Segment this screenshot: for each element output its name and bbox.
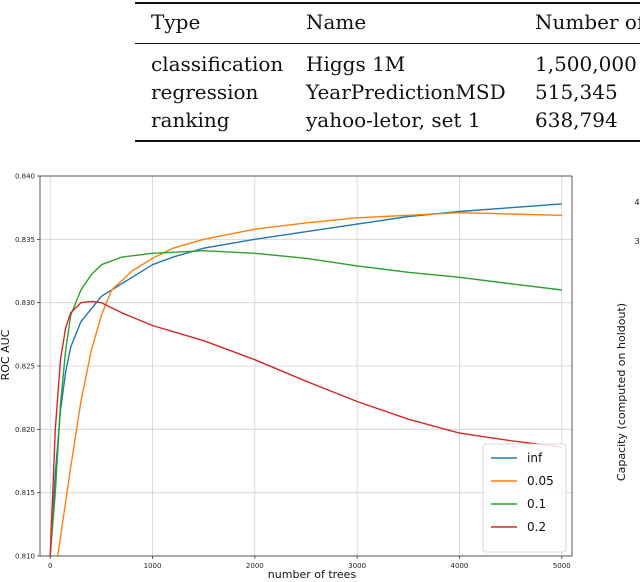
legend-box — [482, 443, 567, 553]
y-tick-label: 0.835 — [15, 236, 35, 244]
series-line-inf — [49, 203, 562, 556]
legend-label: 0.2 — [527, 520, 546, 534]
table-cell: yahoo-letor, set 1 — [306, 108, 481, 132]
tick-label: 4 — [634, 198, 639, 207]
x-tick-label: 1000 — [144, 562, 162, 570]
roc-auc-chart: 0 1000 2000 3000 4000 5000 0.810 0.815 0.820 0.82… — [0, 173, 573, 581]
legend-label: inf — [527, 451, 543, 465]
header-type: Type — [151, 10, 201, 34]
tick-label: 3 — [634, 237, 639, 246]
legend: inf 0.05 0.1 0.2 — [482, 443, 567, 553]
x-tick-label: 0 — [48, 562, 52, 570]
x-tick-label: 4000 — [451, 562, 469, 570]
capacity-chart-partial: 4 3 Capacity (computed on holdout) — [615, 198, 640, 481]
table-cell: 638,794 — [535, 108, 618, 132]
capacity-axis-label: Capacity (computed on holdout) — [615, 303, 628, 481]
legend-label: 0.05 — [527, 474, 554, 488]
header-number: Number of — [535, 10, 640, 34]
y-tick-label: 0.840 — [15, 173, 35, 181]
y-tick-label: 0.810 — [15, 553, 35, 561]
x-tick-label: 3000 — [348, 562, 366, 570]
table-cell: classification — [151, 52, 284, 76]
table-header-rule — [135, 43, 640, 44]
table-cell: ranking — [151, 108, 230, 132]
y-axis-label: ROC AUC — [0, 329, 12, 380]
table-top-rule — [135, 2, 640, 4]
header-name: Name — [306, 10, 367, 34]
x-tick-label: 2000 — [246, 562, 264, 570]
table-cell: Higgs 1M — [306, 52, 406, 76]
legend-label: 0.1 — [527, 497, 546, 511]
y-tick-label: 0.820 — [15, 426, 35, 434]
dataset-table: Type Name Number of classification Higgs… — [135, 0, 640, 146]
series-lines — [49, 203, 562, 556]
series-line-0.2 — [49, 300, 562, 556]
table-cell: regression — [151, 80, 259, 104]
x-tick-label: 5000 — [553, 562, 571, 570]
y-tick-label: 0.815 — [15, 489, 35, 497]
axis-ticks: 0 1000 2000 3000 4000 5000 0.810 0.815 0.820 0.82… — [15, 173, 571, 571]
y-tick-label: 0.830 — [15, 299, 35, 307]
series-line-0.1 — [49, 250, 562, 556]
table-cell: 515,345 — [535, 80, 618, 104]
table-cell: 1,500,000 — [535, 52, 637, 76]
table-cell: YearPredictionMSD — [306, 80, 506, 104]
table-bottom-rule — [135, 140, 640, 142]
x-axis-label: number of trees — [268, 568, 357, 581]
y-tick-label: 0.825 — [15, 363, 35, 371]
